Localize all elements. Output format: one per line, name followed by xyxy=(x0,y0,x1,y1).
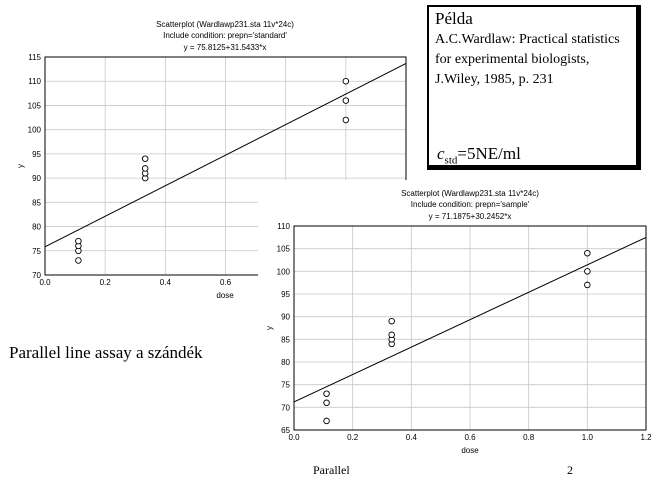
data-point xyxy=(388,317,395,325)
regression-line xyxy=(294,236,646,403)
data-point xyxy=(141,165,149,172)
data-point xyxy=(323,417,330,425)
data-point xyxy=(323,390,330,397)
y-tick-label: 110 xyxy=(28,77,41,86)
y-tick-label: 70 xyxy=(32,271,41,280)
footer-left: Parallel xyxy=(313,463,350,477)
y-tick-label: 80 xyxy=(32,223,41,232)
x-tick-label: 0.0 xyxy=(288,433,300,442)
x-axis-label: dose xyxy=(461,446,479,455)
data-point xyxy=(75,257,82,264)
y-tick-label: 75 xyxy=(32,247,41,256)
y-tick-label: 100 xyxy=(277,267,291,276)
y-tick-label: 95 xyxy=(281,290,290,299)
y-tick-label: 110 xyxy=(277,222,290,231)
y-axis-label: y xyxy=(265,326,274,330)
y-axis-label: y xyxy=(16,164,25,168)
y-tick-label: 95 xyxy=(32,150,41,159)
y-tick-label: 105 xyxy=(28,101,42,110)
y-tick-label: 80 xyxy=(281,358,290,367)
x-axis-label: dose xyxy=(216,291,234,300)
y-tick-label: 100 xyxy=(28,126,42,135)
x-tick-label: 0.4 xyxy=(160,278,172,287)
y-tick-label: 85 xyxy=(32,198,41,207)
x-tick-label: 0.2 xyxy=(347,433,359,442)
c-std-value: =5NE/ml xyxy=(457,144,521,163)
y-tick-label: 105 xyxy=(277,245,291,254)
chart-background xyxy=(258,180,651,452)
regression-line xyxy=(45,63,406,248)
y-tick-label: 115 xyxy=(28,53,41,62)
example-callout: Példa A.C.Wardlaw: Practical statistics … xyxy=(427,5,641,170)
data-point xyxy=(584,249,591,257)
data-point xyxy=(323,399,330,407)
x-tick-label: 1.2 xyxy=(640,433,651,442)
x-tick-label: 0.6 xyxy=(220,278,232,287)
x-tick-label: 0.6 xyxy=(464,433,476,442)
plot-frame xyxy=(293,225,647,431)
y-tick-label: 75 xyxy=(281,381,290,390)
x-tick-label: 0.8 xyxy=(523,433,535,442)
data-point xyxy=(342,77,350,85)
x-tick-label: 0.2 xyxy=(100,278,112,287)
data-point xyxy=(388,331,395,339)
plot-frame xyxy=(44,56,407,276)
chart-subtitle: Include condition: prepn='sample' xyxy=(411,200,530,209)
footer-page-number: 2 xyxy=(567,463,573,477)
left-caption: Parallel line assay a szándék xyxy=(9,343,203,362)
y-tick-label: 70 xyxy=(281,403,290,412)
chart-title: Scatterplot (Wardlawp231.sta 11v*24c) xyxy=(156,20,294,29)
y-tick-label: 85 xyxy=(281,335,290,344)
callout-title: Példa xyxy=(435,9,473,28)
data-point xyxy=(342,116,350,124)
regression-equation: y = 71.1875+30.2452*x xyxy=(429,212,512,221)
data-point xyxy=(141,155,149,162)
data-point xyxy=(584,281,591,289)
x-tick-label: 0.0 xyxy=(39,278,51,287)
x-tick-label: 0.4 xyxy=(406,433,418,442)
y-tick-label: 90 xyxy=(32,174,41,183)
y-tick-label: 65 xyxy=(281,426,290,435)
chart-title: Scatterplot (Wardlawp231.sta 11v*24c) xyxy=(401,189,539,198)
c-std-line: cstd=5NE/ml xyxy=(437,144,521,170)
data-point xyxy=(342,97,350,104)
c-std-subscript: std xyxy=(444,154,458,167)
regression-equation: y = 75.8125+31.5433*x xyxy=(184,43,267,52)
data-point xyxy=(584,268,591,275)
callout-reference: A.C.Wardlaw: Practical statistics for ex… xyxy=(435,32,620,87)
c-std-symbol: c xyxy=(437,144,445,163)
chart-subtitle: Include condition: prepn='standard' xyxy=(163,31,287,40)
x-tick-label: 1.0 xyxy=(582,433,594,442)
y-tick-label: 90 xyxy=(281,313,290,322)
data-point xyxy=(75,237,82,245)
